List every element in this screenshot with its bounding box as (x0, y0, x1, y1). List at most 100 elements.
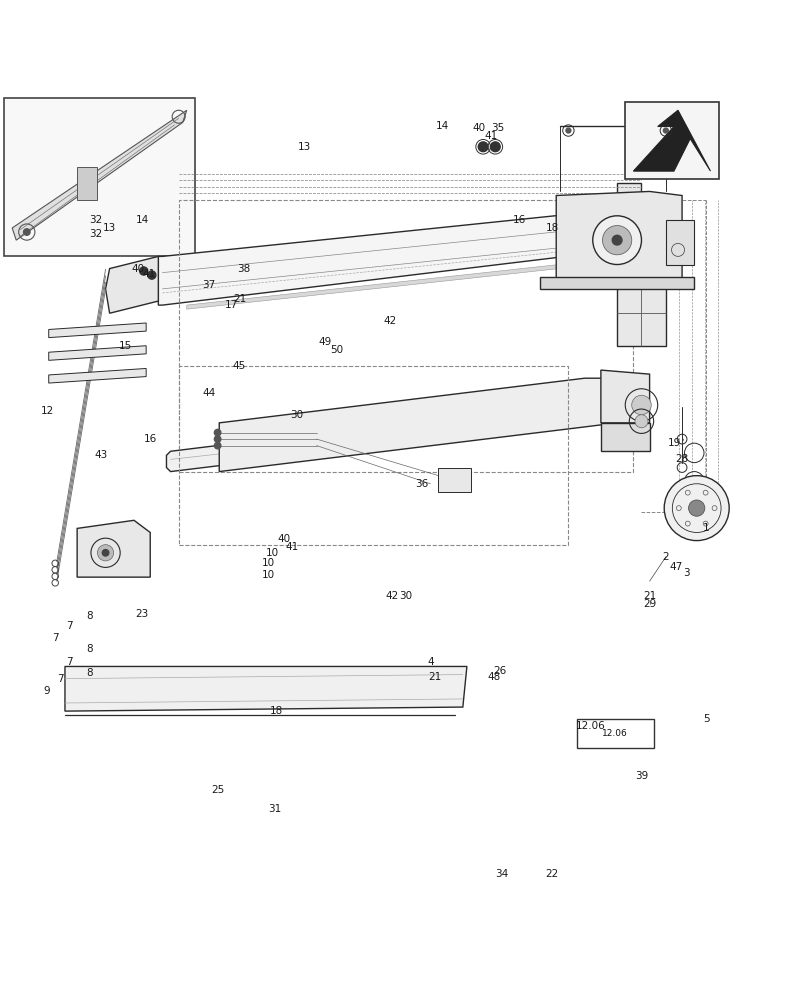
Text: 18: 18 (269, 706, 282, 716)
Text: 47: 47 (669, 562, 682, 572)
Text: 16: 16 (513, 215, 526, 225)
Text: 34: 34 (495, 869, 508, 879)
Text: 17: 17 (225, 300, 238, 310)
Polygon shape (600, 423, 649, 451)
Polygon shape (65, 666, 466, 711)
Polygon shape (616, 183, 641, 256)
Text: 7: 7 (58, 674, 64, 684)
Circle shape (663, 128, 667, 133)
Text: 40: 40 (277, 534, 290, 544)
Circle shape (592, 216, 641, 265)
Text: 19: 19 (667, 438, 680, 448)
Circle shape (214, 442, 221, 449)
Text: 30: 30 (399, 591, 412, 601)
Text: 23: 23 (135, 609, 148, 619)
Text: 7: 7 (66, 657, 72, 667)
Circle shape (148, 271, 156, 279)
Circle shape (214, 436, 221, 442)
Circle shape (214, 429, 221, 436)
Text: 32: 32 (89, 215, 102, 225)
Bar (4, 98, 195, 256)
Text: 36: 36 (415, 479, 428, 489)
Text: 28: 28 (675, 454, 688, 464)
Polygon shape (166, 398, 604, 472)
Text: 45: 45 (233, 361, 246, 371)
Text: 12: 12 (41, 406, 54, 416)
Text: 8: 8 (86, 611, 92, 621)
Text: 41: 41 (285, 542, 298, 552)
Text: 8: 8 (86, 668, 92, 678)
Circle shape (565, 128, 570, 133)
Text: 38: 38 (237, 264, 250, 274)
Circle shape (602, 226, 631, 255)
Text: 31: 31 (268, 804, 281, 814)
Text: 25: 25 (211, 785, 224, 795)
Text: 12.06: 12.06 (575, 721, 604, 731)
Polygon shape (187, 256, 633, 309)
Circle shape (490, 142, 500, 152)
Text: 15: 15 (119, 341, 132, 351)
Text: 32: 32 (89, 229, 102, 239)
Text: 21: 21 (427, 672, 440, 682)
Polygon shape (49, 346, 146, 360)
Text: 49: 49 (318, 337, 331, 347)
Text: 8: 8 (86, 644, 92, 654)
Polygon shape (556, 191, 681, 285)
Bar (624, 102, 718, 179)
Bar (576, 719, 653, 748)
Text: 39: 39 (634, 771, 647, 781)
Circle shape (611, 235, 621, 245)
Text: 14: 14 (436, 121, 448, 131)
Polygon shape (105, 256, 158, 313)
Circle shape (24, 229, 30, 235)
Text: 30: 30 (290, 410, 303, 420)
Bar (665, 220, 693, 265)
Text: 13: 13 (103, 223, 116, 233)
Polygon shape (219, 378, 616, 472)
Text: 21: 21 (233, 294, 246, 304)
Polygon shape (49, 368, 146, 383)
Text: 14: 14 (135, 215, 148, 225)
Text: 43: 43 (95, 450, 108, 460)
Circle shape (634, 415, 647, 428)
Circle shape (478, 142, 487, 152)
Text: 7: 7 (66, 621, 72, 631)
Bar (438, 468, 470, 492)
Text: 12.06: 12.06 (602, 729, 627, 738)
Text: 1: 1 (702, 523, 709, 533)
Text: 4: 4 (427, 657, 433, 667)
Text: 5: 5 (702, 714, 709, 724)
Polygon shape (49, 323, 146, 338)
Text: 50: 50 (330, 345, 343, 355)
Polygon shape (600, 370, 649, 423)
Circle shape (663, 476, 728, 541)
Bar (178, 366, 568, 545)
Text: 26: 26 (492, 666, 505, 676)
Circle shape (102, 550, 109, 556)
Text: 44: 44 (203, 388, 216, 398)
Text: 7: 7 (52, 633, 58, 643)
Text: 48: 48 (487, 672, 500, 682)
Circle shape (97, 545, 114, 561)
Bar (616, 248, 665, 346)
Text: 16: 16 (144, 434, 157, 444)
Text: 42: 42 (383, 316, 396, 326)
Polygon shape (158, 208, 641, 305)
Text: 13: 13 (298, 142, 311, 152)
Circle shape (688, 500, 704, 516)
Text: 40: 40 (131, 264, 144, 274)
Polygon shape (77, 520, 150, 577)
Text: 41: 41 (484, 131, 497, 141)
Circle shape (139, 267, 148, 275)
Text: 2: 2 (662, 552, 668, 562)
Text: 41: 41 (142, 269, 155, 279)
Text: 37: 37 (202, 280, 215, 290)
Text: 9: 9 (44, 686, 50, 696)
Polygon shape (539, 277, 693, 289)
Text: 35: 35 (491, 123, 504, 133)
Text: 22: 22 (545, 869, 558, 879)
Text: 40: 40 (472, 123, 485, 133)
Polygon shape (633, 110, 710, 171)
Polygon shape (12, 110, 187, 240)
Text: 10: 10 (261, 570, 274, 580)
